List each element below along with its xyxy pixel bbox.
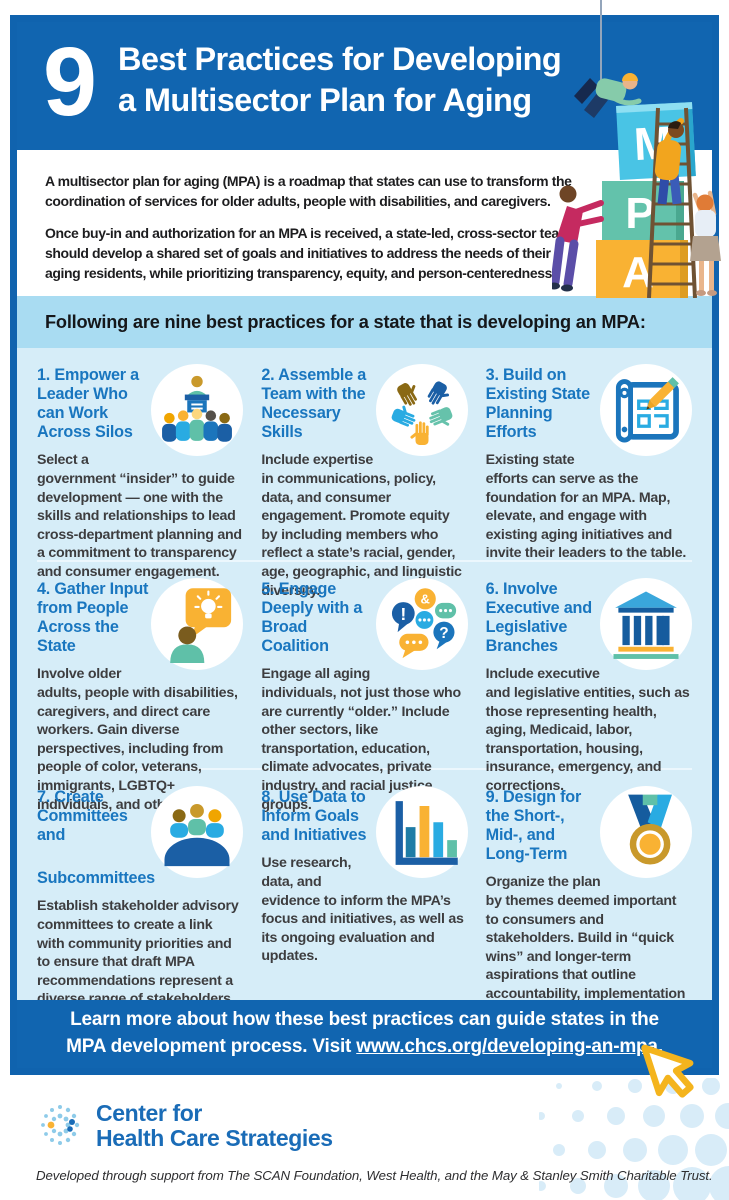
question-bubble-text: ? <box>439 625 448 642</box>
capitol-building-icon <box>599 578 692 670</box>
practice-title: 6. Involve Executive and Legislative Bra… <box>485 580 592 656</box>
header-banner: 9 Best Practices for Developing a Multise… <box>17 22 712 150</box>
practice-title: 7. Create Committees and Subcommittees <box>37 788 155 888</box>
practice-title: 3. Build on Existing State Planning Effo… <box>485 366 590 442</box>
speech-bubble-lightbulb-icon <box>151 578 244 670</box>
practice-card-8: 8. Use Data to Inform Goals and Initiati… <box>261 786 468 1022</box>
practice-title: 4. Gather Input from People Across the S… <box>37 580 149 656</box>
infographic-frame: 9 Best Practices for Developing a Multise… <box>10 15 719 1098</box>
conversation-bubbles-icon: & ! ? <box>375 578 468 670</box>
chcs-logo-mark-icon <box>41 1105 80 1145</box>
practice-description: Involve older adults, people with disabi… <box>37 666 238 813</box>
practice-card-7: 7. Create Committees and Subcommittees E… <box>37 786 244 1022</box>
cta-text-after-link: . <box>657 1036 663 1057</box>
bar-chart-icon <box>375 786 468 878</box>
team-hands-icon <box>375 364 468 456</box>
cta-text-before-link: Learn more about how these best practice… <box>66 1009 659 1057</box>
practice-description: Existing state efforts can serve as the … <box>485 452 687 562</box>
practices-row-2: 4. Gather Input from People Across the S… <box>37 562 692 813</box>
page-title: Best Practices for Developing a Multisect… <box>118 39 562 121</box>
footer: Center for Health Care Strategies Develo… <box>0 1083 729 1184</box>
intro-section: A multisector plan for aging (MPA) is a … <box>17 150 712 296</box>
logo-line-1: Center for <box>96 1100 202 1126</box>
blueprint-pencil-icon <box>599 364 692 456</box>
practice-description: Use research, data, and evidence to info… <box>261 855 464 965</box>
cta-link[interactable]: www.chcs.org/developing-an-mpa <box>356 1036 658 1057</box>
cursor-arrow-icon <box>641 1044 694 1098</box>
title-line-2: a Multisector Plan for Aging <box>118 82 532 118</box>
practice-title: 1. Empower a Leader Who can Work Across … <box>37 366 139 442</box>
practice-card-2: 2. Assemble a Team with the Necessary Sk… <box>261 364 468 600</box>
ampersand-bubble-text: & <box>420 592 429 607</box>
title-line-1: Best Practices for Developing <box>118 41 562 77</box>
chcs-logo-text: Center for Health Care Strategies <box>96 1101 333 1151</box>
practice-title: 8. Use Data to Inform Goals and Initiati… <box>261 788 367 845</box>
practice-title: 2. Assemble a Team with the Necessary Sk… <box>261 366 367 442</box>
practice-description: Include executive and legislative entiti… <box>485 666 690 794</box>
practice-card-4: 4. Gather Input from People Across the S… <box>37 578 244 814</box>
practice-description: Engage all aging individuals, not just t… <box>261 666 461 813</box>
cta-band: Learn more about how these best practice… <box>17 1000 712 1098</box>
intro-paragraph-1: A multisector plan for aging (MPA) is a … <box>45 173 572 209</box>
section-heading-band: Following are nine best practices for a … <box>17 296 712 348</box>
practice-card-5: & ! ? 5. Engage De <box>261 578 468 814</box>
big-number-9: 9 <box>43 27 97 136</box>
intro-paragraph-2: Once buy-in and authorization for an MPA… <box>45 224 571 281</box>
practice-description: Include expertise in communications, pol… <box>261 452 462 599</box>
practices-row-3: 7. Create Committees and Subcommittees E… <box>37 770 692 1021</box>
practice-description: Select a government “insider” to guide d… <box>37 452 242 580</box>
practice-title: 9. Design for the Short-, Mid-, and Long… <box>485 788 582 864</box>
cta-text: Learn more about how these best practice… <box>51 1007 679 1061</box>
practice-card-6: 6. Involve Executive and Legislative Bra… <box>485 578 692 814</box>
practices-grid: 1. Empower a Leader Who can Work Across … <box>17 348 712 1021</box>
practice-description: Establish stakeholder advisory committee… <box>37 898 239 1007</box>
practice-card-1: 1. Empower a Leader Who can Work Across … <box>37 364 244 600</box>
practice-card-9: 9. Design for the Short-, Mid-, and Long… <box>485 786 692 1022</box>
practice-title: 5. Engage Deeply with a Broad Coalition <box>261 580 363 656</box>
credit-text: Developed through support from The SCAN … <box>36 1168 713 1183</box>
leader-podium-icon <box>151 364 244 456</box>
committee-table-icon <box>151 786 244 878</box>
logo-line-2: Health Care Strategies <box>96 1125 333 1151</box>
exclamation-bubble-text: ! <box>400 604 406 624</box>
chcs-logo: Center for Health Care Strategies <box>36 1098 729 1154</box>
medal-icon <box>599 786 692 878</box>
section-heading: Following are nine best practices for a … <box>45 311 646 332</box>
practices-row-1: 1. Empower a Leader Who can Work Across … <box>37 348 692 599</box>
practice-card-3: 3. Build on Existing State Planning Effo… <box>485 364 692 600</box>
